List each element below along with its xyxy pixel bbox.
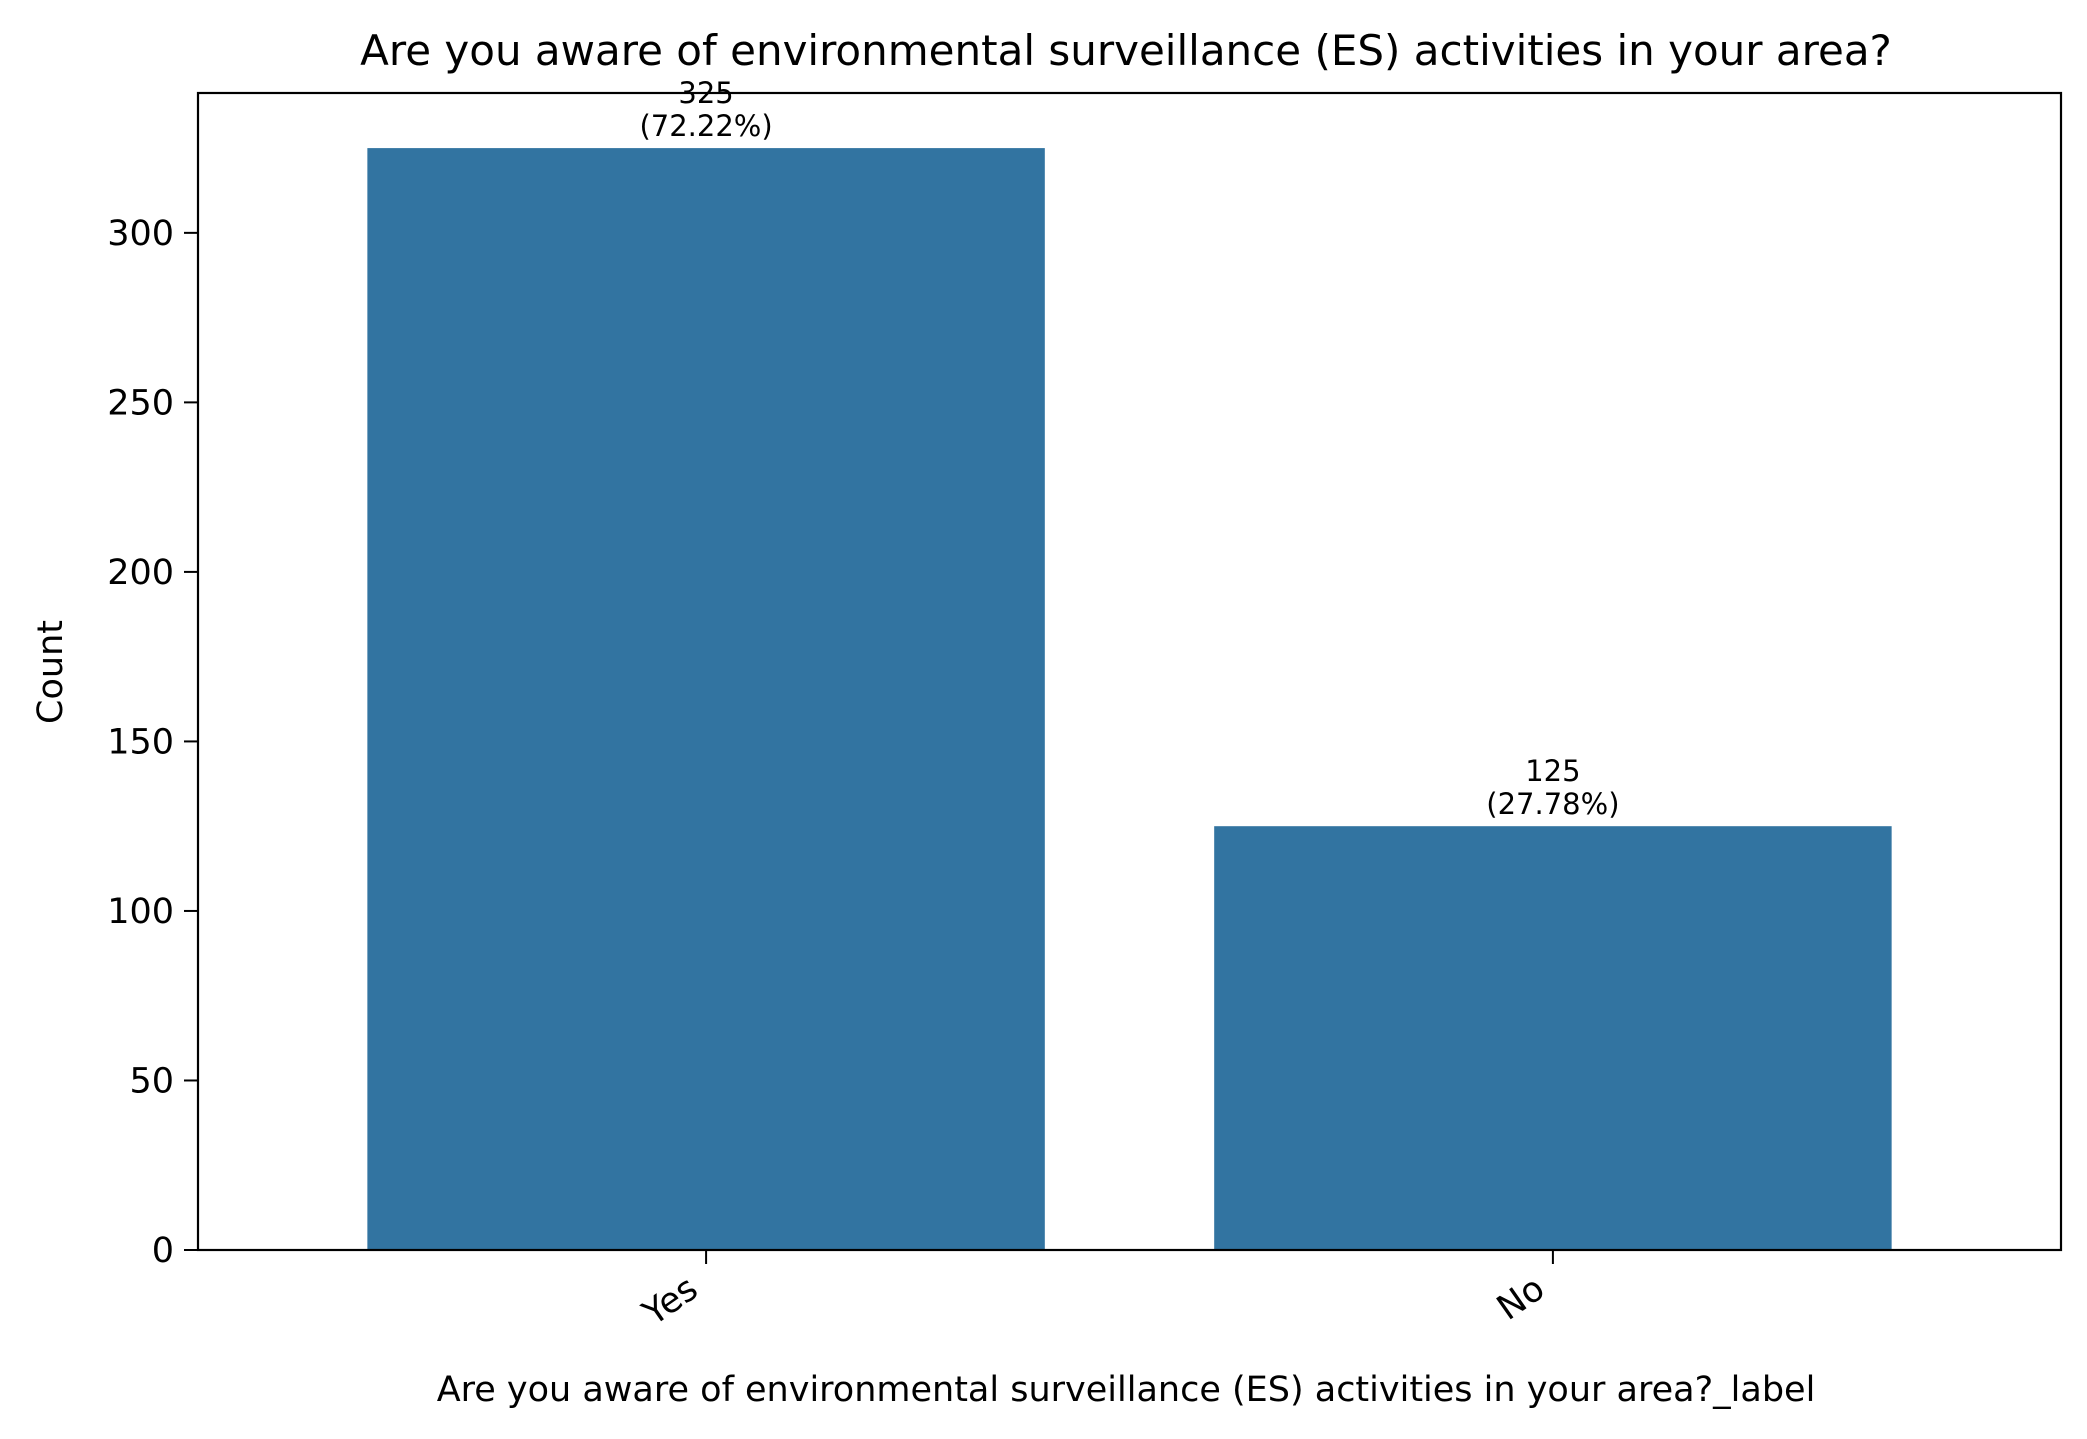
bar-yes (367, 148, 1045, 1251)
y-tick-label: 300 (107, 214, 174, 254)
y-tick-label: 250 (107, 383, 174, 423)
x-tick-label: Yes (635, 1269, 705, 1335)
y-tick-label: 150 (107, 722, 174, 762)
x-tick-label: No (1490, 1269, 1552, 1329)
y-tick-label: 200 (107, 553, 174, 593)
y-axis: 0 50 100 150 200 250 300 (107, 214, 198, 1271)
y-axis-label: Count (31, 620, 71, 724)
chart-title: Are you aware of environmental surveilla… (360, 26, 1892, 75)
plot-frame (196, 91, 2063, 1252)
data-labels-group: 325(72.22%)125(27.78%) (639, 76, 1619, 821)
y-tick-label: 100 (107, 892, 174, 932)
data-label-percent: (27.78%) (1486, 787, 1619, 821)
y-tick-label: 0 (152, 1231, 174, 1271)
y-tick-label: 50 (129, 1061, 174, 1101)
bars-group (367, 148, 1892, 1251)
data-label-percent: (72.22%) (639, 109, 772, 143)
data-label-count: 125 (1525, 754, 1580, 788)
x-axis-label: Are you aware of environmental surveilla… (437, 1370, 1816, 1410)
bar-no (1214, 826, 1892, 1250)
x-axis: Yes No (635, 1250, 1554, 1335)
